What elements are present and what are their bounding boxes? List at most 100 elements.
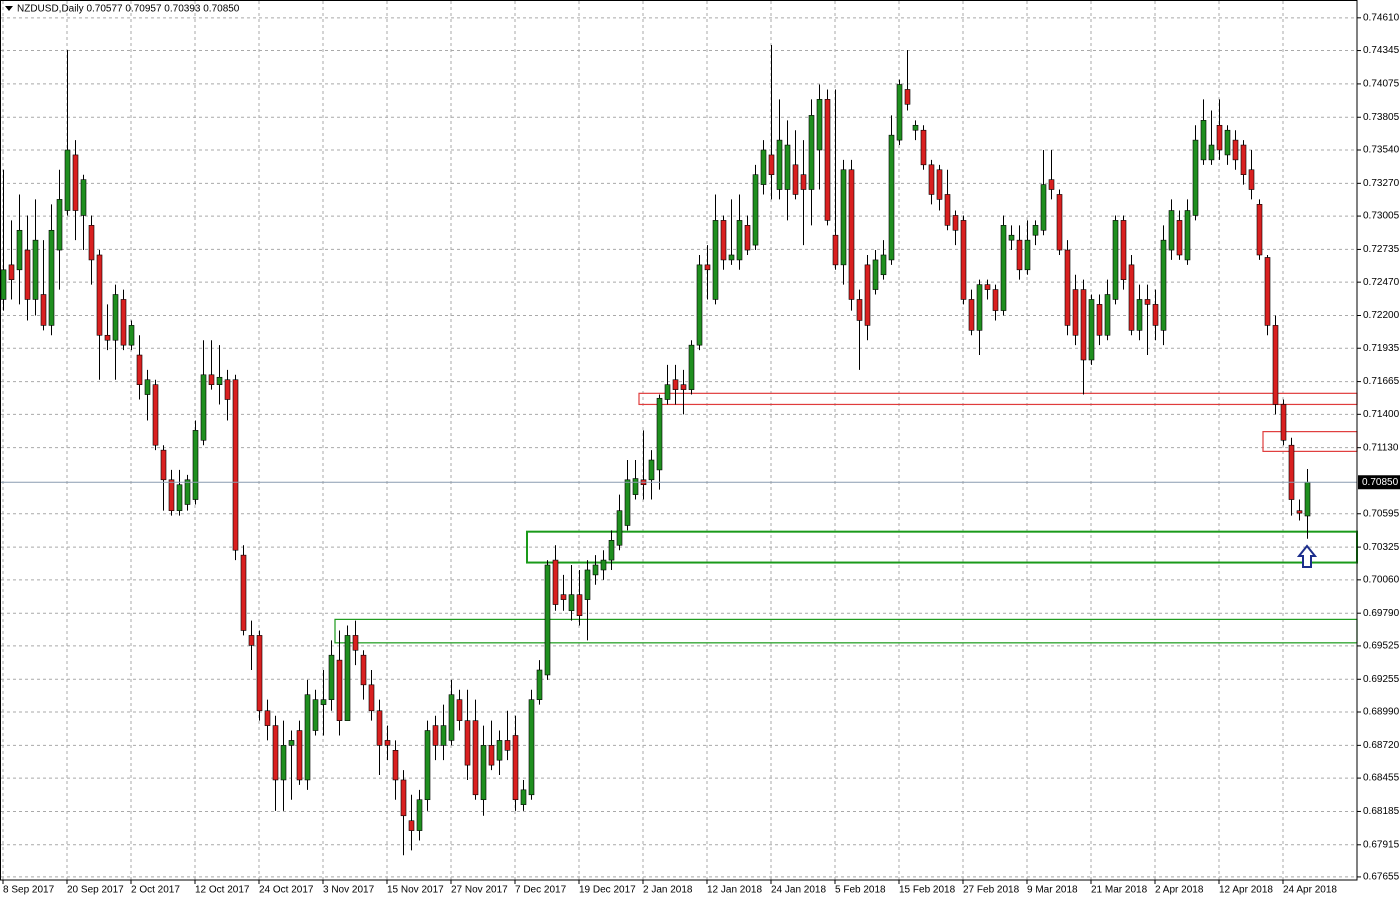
candle-body — [1072, 289, 1079, 336]
candle-body — [1288, 444, 1295, 500]
y-tick-label: 0.68455 — [1363, 773, 1400, 784]
candle-body — [1008, 234, 1015, 241]
candle-body — [272, 725, 279, 781]
y-tick-label: 0.71665 — [1363, 376, 1400, 387]
candle-body — [752, 174, 759, 246]
x-tick-label: 2 Apr 2018 — [1155, 885, 1204, 896]
candle-body — [448, 694, 455, 741]
candle-body — [848, 169, 855, 300]
candle-body — [1016, 239, 1023, 271]
candle-body — [936, 169, 943, 200]
candle-body — [424, 730, 431, 801]
candle-body — [144, 379, 151, 395]
candle-body — [648, 459, 655, 481]
axes: 0.74610 0.74345 0.74075 0.73805 0.73540 0.732… — [1, 12, 1400, 896]
candle-body — [360, 654, 367, 686]
candle-body — [184, 479, 191, 505]
candle-body — [8, 264, 15, 280]
candle-body — [696, 264, 703, 346]
candle-body — [1048, 179, 1055, 190]
candle-body — [864, 264, 871, 326]
candle-body — [368, 684, 375, 712]
candle-body — [408, 820, 415, 831]
last-price-label: 0.70850 — [1362, 477, 1399, 488]
x-tick-label: 27 Feb 2018 — [963, 885, 1020, 896]
candle-body — [776, 139, 783, 190]
candle-body — [1056, 194, 1063, 251]
candle-body — [592, 564, 599, 576]
candle-body — [1064, 249, 1071, 326]
candle-body — [336, 659, 343, 721]
candle-body — [168, 479, 175, 511]
x-tick-label: 3 Nov 2017 — [323, 885, 375, 896]
candle-body — [400, 779, 407, 817]
candle-body — [920, 129, 927, 166]
candle-body — [664, 384, 671, 400]
candle-body — [912, 124, 919, 131]
candle-body — [1144, 299, 1151, 305]
y-tick-label: 0.70595 — [1363, 508, 1400, 519]
candle-body — [784, 144, 791, 190]
candle-body — [712, 220, 719, 300]
candle-body — [112, 294, 119, 341]
candle-body — [512, 735, 519, 801]
last-price-box — [1358, 475, 1400, 490]
candle-body — [992, 289, 999, 311]
candle-body — [808, 115, 815, 190]
candle-body — [768, 154, 775, 175]
candle-body — [672, 379, 679, 390]
candle-body — [136, 354, 143, 385]
y-tick-label: 0.71130 — [1363, 442, 1399, 453]
candle-body — [16, 229, 23, 271]
candle-body — [480, 745, 487, 801]
candle-body — [952, 215, 959, 231]
candle-body — [304, 694, 311, 781]
candle-body — [1040, 184, 1047, 231]
candle-body — [1032, 225, 1039, 236]
y-tick-label: 0.67915 — [1363, 839, 1400, 850]
candle-body — [224, 379, 231, 400]
candle-body — [96, 254, 103, 336]
candle-body — [1168, 210, 1175, 251]
candle-body — [24, 249, 31, 300]
candle-body — [0, 269, 7, 300]
x-tick-label: 12 Oct 2017 — [195, 885, 250, 896]
candle-body — [600, 559, 607, 571]
candle-body — [1176, 220, 1183, 256]
candle-body — [120, 299, 127, 346]
candle-body — [176, 484, 183, 511]
candle-body — [264, 710, 271, 726]
candle-body — [296, 730, 303, 781]
candle-body — [624, 479, 631, 526]
menu-triangle — [5, 6, 13, 11]
candle-body — [88, 225, 95, 261]
candle-body — [1184, 210, 1191, 261]
candle-body — [472, 720, 479, 796]
candle-body — [256, 635, 263, 712]
candle-body — [872, 259, 879, 290]
candle-body — [488, 745, 495, 766]
candle-body — [288, 740, 295, 746]
candle-body — [384, 740, 391, 746]
candle-body — [128, 325, 135, 346]
y-tick-label: 0.69255 — [1363, 674, 1400, 685]
x-tick-label: 5 Feb 2018 — [835, 885, 886, 896]
candle-body — [536, 669, 543, 700]
candle-body — [1240, 144, 1247, 175]
x-tick-label: 15 Nov 2017 — [387, 885, 444, 896]
candle-body — [1272, 325, 1279, 405]
y-tick-label: 0.72200 — [1363, 310, 1400, 321]
x-tick-label: 7 Dec 2017 — [515, 885, 567, 896]
candle-body — [1296, 510, 1303, 514]
candle-body — [328, 654, 335, 700]
candle-body — [64, 149, 71, 211]
candle-body — [528, 699, 535, 796]
x-tick-label: 9 Mar 2018 — [1027, 885, 1078, 896]
candle-body — [552, 559, 559, 605]
x-tick-label: 27 Nov 2017 — [451, 885, 508, 896]
candle-body — [544, 564, 551, 676]
candle-body — [32, 239, 39, 300]
candle-body — [152, 384, 159, 446]
candle-body — [840, 169, 847, 266]
candle-body — [1120, 220, 1127, 280]
